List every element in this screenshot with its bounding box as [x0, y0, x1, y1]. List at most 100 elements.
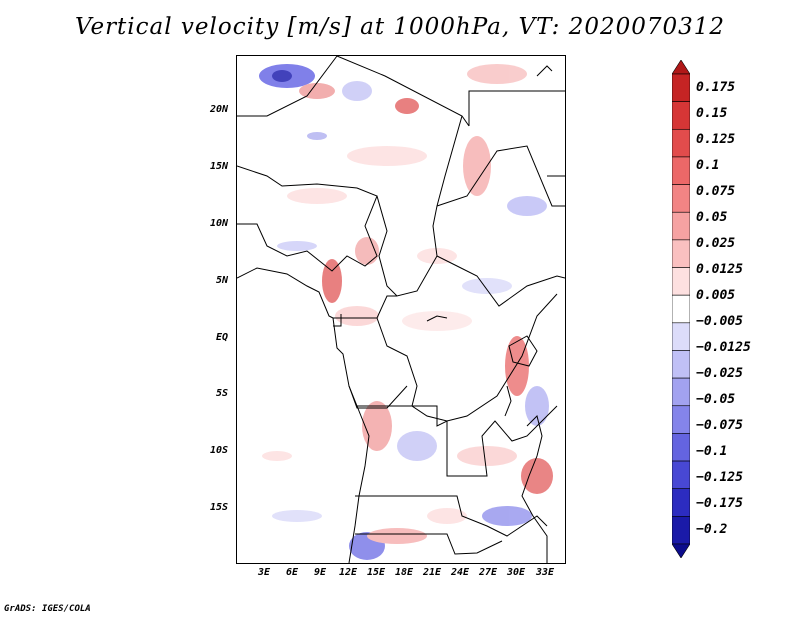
- colorbar-label: −0.075: [696, 418, 743, 433]
- credit-text: GrADS: IGES/COLA: [4, 604, 91, 614]
- lat-label: 20N: [209, 104, 228, 115]
- velocity-patch: [505, 336, 529, 396]
- velocity-patch: [525, 386, 549, 426]
- lake-border: [508, 335, 538, 367]
- velocity-patch: [462, 278, 512, 294]
- lon-label: 9E: [313, 567, 327, 578]
- country-border: [357, 405, 558, 477]
- velocity-patch: [395, 98, 419, 114]
- colorbar-label: 0.15: [696, 106, 728, 121]
- country-border: [348, 385, 408, 409]
- colorbar-label: −0.005: [696, 314, 743, 329]
- country-border: [336, 56, 470, 127]
- colorbar-label: 0.05: [696, 210, 728, 225]
- velocity-patch: [507, 196, 547, 216]
- colorbar-label: −0.05: [696, 392, 736, 407]
- velocity-field: [259, 64, 553, 560]
- colorbar-segment: [672, 460, 690, 490]
- colorbar-segment: [672, 488, 690, 517]
- colorbar-segment: [672, 322, 690, 351]
- colorbar-segment: [672, 156, 690, 185]
- lat-label: 15N: [209, 161, 228, 172]
- colorbar: [672, 60, 690, 558]
- colorbar-segment: [672, 516, 690, 545]
- lat-label: EQ: [215, 332, 228, 343]
- colorbar-label: 0.025: [696, 236, 736, 251]
- lake-border: [426, 315, 448, 322]
- colorbar-segment: [672, 350, 690, 379]
- lon-label: 33E: [535, 567, 555, 578]
- lat-label: 15S: [209, 502, 228, 513]
- colorbar-segment: [672, 267, 690, 296]
- country-border: [333, 295, 397, 319]
- colorbar-label: 0.175: [696, 80, 736, 95]
- lat-label: 10N: [209, 218, 228, 229]
- colorbar-segment: [672, 211, 690, 241]
- country-border: [237, 56, 338, 117]
- velocity-patch: [402, 311, 472, 331]
- colorbar-label: 0.075: [696, 184, 736, 199]
- velocity-patch: [342, 81, 372, 101]
- lat-label: 5S: [215, 388, 228, 399]
- map-svg: [237, 56, 565, 563]
- colorbar-label: −0.0125: [696, 340, 751, 355]
- country-border: [355, 495, 548, 537]
- colorbar-label: 0.0125: [696, 262, 743, 277]
- country-border: [237, 165, 378, 272]
- lon-label: 6E: [285, 567, 299, 578]
- lon-label: 15E: [366, 567, 386, 578]
- colorbar-segment: [672, 128, 690, 158]
- country-border: [355, 533, 503, 555]
- lon-label: 12E: [338, 567, 358, 578]
- velocity-patch: [463, 136, 491, 196]
- colorbar-label: −0.1: [696, 444, 728, 459]
- velocity-patch: [322, 259, 342, 303]
- colorbar-segment: [672, 60, 690, 75]
- country-border: [468, 90, 565, 126]
- velocity-patch: [299, 83, 335, 99]
- colorbar-label: 0.1: [696, 158, 720, 173]
- colorbar-segment: [672, 405, 690, 434]
- lake-border: [536, 65, 553, 77]
- lon-label: 21E: [422, 567, 442, 578]
- lake-border: [504, 385, 512, 417]
- velocity-patch: [277, 241, 317, 251]
- velocity-patch: [482, 506, 532, 526]
- chart-title: Vertical velocity [m/s] at 1000hPa, VT: …: [74, 14, 726, 40]
- colorbar-label: −0.025: [696, 366, 743, 381]
- velocity-patch: [362, 401, 392, 451]
- country-border: [376, 195, 438, 297]
- colorbar-label: 0.125: [696, 132, 736, 147]
- velocity-patch: [272, 70, 292, 82]
- velocity-patch: [335, 306, 379, 326]
- country-border: [333, 314, 342, 327]
- velocity-patch: [272, 510, 322, 522]
- colorbar-label: −0.175: [696, 496, 743, 511]
- velocity-patch: [521, 458, 553, 494]
- lon-label: 3E: [257, 567, 271, 578]
- velocity-patch: [467, 64, 527, 84]
- velocity-patch: [355, 237, 379, 265]
- colorbar-label: −0.2: [696, 522, 728, 537]
- colorbar-segment: [672, 184, 690, 213]
- colorbar-segment: [672, 543, 690, 558]
- lat-label: 10S: [209, 445, 228, 456]
- velocity-patch: [397, 431, 437, 461]
- country-border: [436, 145, 565, 207]
- lon-label: 18E: [394, 567, 414, 578]
- colorbar-segment: [672, 433, 690, 462]
- lon-label: 24E: [450, 567, 470, 578]
- velocity-patch: [367, 528, 427, 544]
- colorbar-segment: [672, 294, 690, 324]
- lat-label: 5N: [215, 275, 228, 286]
- colorbar-label: 0.005: [696, 288, 736, 303]
- lon-label: 27E: [478, 567, 498, 578]
- colorbar-segment: [672, 377, 690, 407]
- country-border: [432, 115, 565, 307]
- colorbar-label: −0.125: [696, 470, 743, 485]
- map-panel: [236, 55, 566, 564]
- velocity-patch: [347, 146, 427, 166]
- colorbar-segment: [672, 239, 690, 268]
- lake-border: [521, 415, 548, 563]
- velocity-patch: [427, 508, 467, 524]
